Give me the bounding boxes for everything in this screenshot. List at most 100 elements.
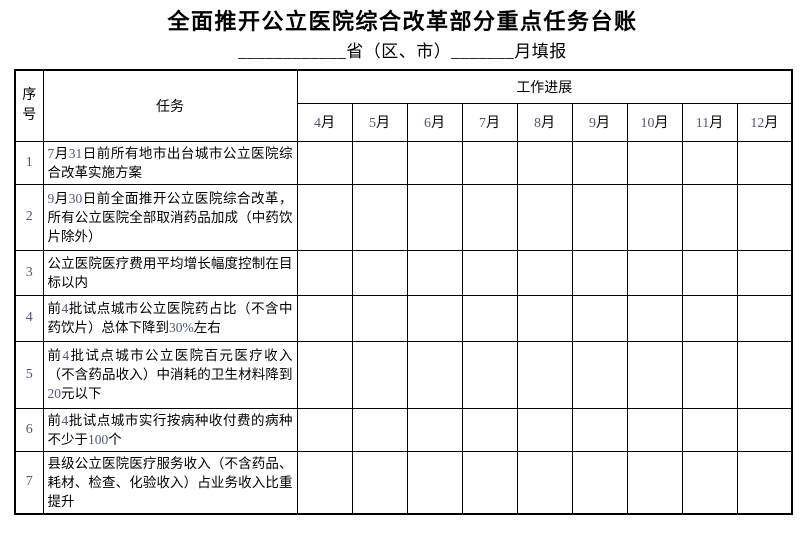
- task-cell: 县级公立医院医疗服务收入（不含药品、耗材、检查、化验收入）占业务收入比重提升: [42, 450, 298, 515]
- header-month: 8月: [516, 102, 573, 142]
- task-cell: 公立医院医疗费用平均增长幅度控制在目标以内: [42, 249, 298, 296]
- table-row: 7 县级公立医院医疗服务收入（不含药品、耗材、检查、化验收入）占业务收入比重提升: [14, 450, 793, 515]
- document-title: 全面推开公立医院综合改革部分重点任务台账: [167, 9, 638, 34]
- serial-cell: 6: [14, 407, 44, 452]
- task-cell: 前4批试点城市实行按病种收付费的病种不少于100个: [42, 407, 298, 452]
- task-cell: 前4批试点城市公立医院百元医疗收入（不含药品收入）中消耗的卫生材料降到20元以下: [42, 340, 298, 409]
- progress-cell: [571, 294, 628, 342]
- task-cell: 7月31日前所有地市出台城市公立医院综合改革实施方案: [42, 140, 298, 185]
- progress-cell: [406, 294, 463, 342]
- task-cell: 9月30日前全面推开公立医院综合改革，所有公立医院全部取消药品加成（中药饮片除外…: [42, 183, 298, 251]
- progress-cell: [681, 140, 738, 185]
- progress-cell: [296, 140, 353, 185]
- progress-cell: [681, 249, 738, 296]
- header-month: 9月: [571, 102, 628, 142]
- progress-cell: [626, 450, 683, 515]
- serial-cell: 5: [14, 340, 44, 409]
- progress-cell: [736, 183, 793, 251]
- table-row: 1 7月31日前所有地市出台城市公立医院综合改革实施方案: [14, 140, 793, 185]
- progress-cell: [516, 249, 573, 296]
- table-row: 3 公立医院医疗费用平均增长幅度控制在目标以内: [14, 249, 793, 296]
- progress-cell: [736, 294, 793, 342]
- progress-cell: [736, 340, 793, 409]
- header-work-progress: 工作进展: [296, 69, 793, 104]
- progress-cell: [351, 450, 408, 515]
- progress-cell: [406, 183, 463, 251]
- table-row: 2 9月30日前全面推开公立医院综合改革，所有公立医院全部取消药品加成（中药饮片…: [14, 183, 793, 251]
- progress-cell: [351, 407, 408, 452]
- header-month: 7月: [461, 102, 518, 142]
- progress-cell: [736, 407, 793, 452]
- progress-cell: [461, 407, 518, 452]
- header-task: 任务: [42, 69, 298, 142]
- progress-cell: [461, 294, 518, 342]
- progress-cell: [681, 407, 738, 452]
- serial-cell: 4: [14, 294, 44, 342]
- progress-cell: [571, 450, 628, 515]
- progress-cell: [626, 407, 683, 452]
- serial-cell: 2: [14, 183, 44, 251]
- progress-cell: [571, 340, 628, 409]
- progress-cell: [516, 340, 573, 409]
- progress-cell: [351, 294, 408, 342]
- header-month: 5月: [351, 102, 408, 142]
- progress-cell: [626, 340, 683, 409]
- table-row: 4 前4批试点城市公立医院药占比（不含中药饮片）总体下降到30%左右: [14, 294, 793, 342]
- header-row-top: 序号 任务 工作进展: [14, 69, 793, 142]
- progress-cell: [461, 140, 518, 185]
- progress-cell: [406, 249, 463, 296]
- progress-cell: [296, 183, 353, 251]
- progress-cell: [681, 183, 738, 251]
- progress-cell: [571, 407, 628, 452]
- progress-cell: [516, 450, 573, 515]
- progress-cell: [626, 183, 683, 251]
- progress-cell: [461, 450, 518, 515]
- header-month: 10月: [626, 102, 683, 142]
- table-row: 5 前4批试点城市公立医院百元医疗收入（不含药品收入）中消耗的卫生材料降到20元…: [14, 340, 793, 409]
- progress-cell: [406, 450, 463, 515]
- progress-cell: [351, 249, 408, 296]
- progress-cell: [516, 140, 573, 185]
- progress-cell: [296, 407, 353, 452]
- progress-cell: [296, 249, 353, 296]
- progress-cell: [406, 140, 463, 185]
- serial-cell: 7: [14, 450, 44, 515]
- progress-cell: [296, 450, 353, 515]
- progress-cell: [516, 183, 573, 251]
- progress-cell: [351, 340, 408, 409]
- progress-cell: [626, 249, 683, 296]
- progress-cell: [736, 249, 793, 296]
- progress-cell: [516, 294, 573, 342]
- header-month: 4月: [296, 102, 353, 142]
- progress-cell: [351, 140, 408, 185]
- progress-cell: [681, 340, 738, 409]
- progress-cell: [571, 183, 628, 251]
- progress-cell: [736, 450, 793, 515]
- progress-cell: [681, 450, 738, 515]
- progress-cell: [681, 294, 738, 342]
- header-month: 12月: [736, 102, 793, 142]
- serial-cell: 1: [14, 140, 44, 185]
- progress-cell: [571, 140, 628, 185]
- header-month: 6月: [406, 102, 463, 142]
- table-row: 6 前4批试点城市实行按病种收付费的病种不少于100个: [14, 407, 793, 452]
- progress-cell: [406, 340, 463, 409]
- progress-cell: [571, 249, 628, 296]
- serial-cell: 3: [14, 249, 44, 296]
- report-header-line: ____________省（区、市）_______月填报: [238, 42, 567, 61]
- progress-cell: [296, 340, 353, 409]
- progress-cell: [296, 294, 353, 342]
- header-serial: 序号: [14, 69, 44, 142]
- progress-cell: [626, 294, 683, 342]
- progress-cell: [461, 183, 518, 251]
- progress-cell: [461, 340, 518, 409]
- task-cell: 前4批试点城市公立医院药占比（不含中药饮片）总体下降到30%左右: [42, 294, 298, 342]
- header-month: 11月: [681, 102, 738, 142]
- progress-cell: [736, 140, 793, 185]
- progress-cell: [406, 407, 463, 452]
- progress-cell: [461, 249, 518, 296]
- task-ledger-table: 序号 任务 工作进展 4月 5月 6月 7月 8月 9月 10月 11月 12月 1 7月31日…: [14, 69, 794, 515]
- progress-cell: [626, 140, 683, 185]
- progress-cell: [516, 407, 573, 452]
- progress-cell: [351, 183, 408, 251]
